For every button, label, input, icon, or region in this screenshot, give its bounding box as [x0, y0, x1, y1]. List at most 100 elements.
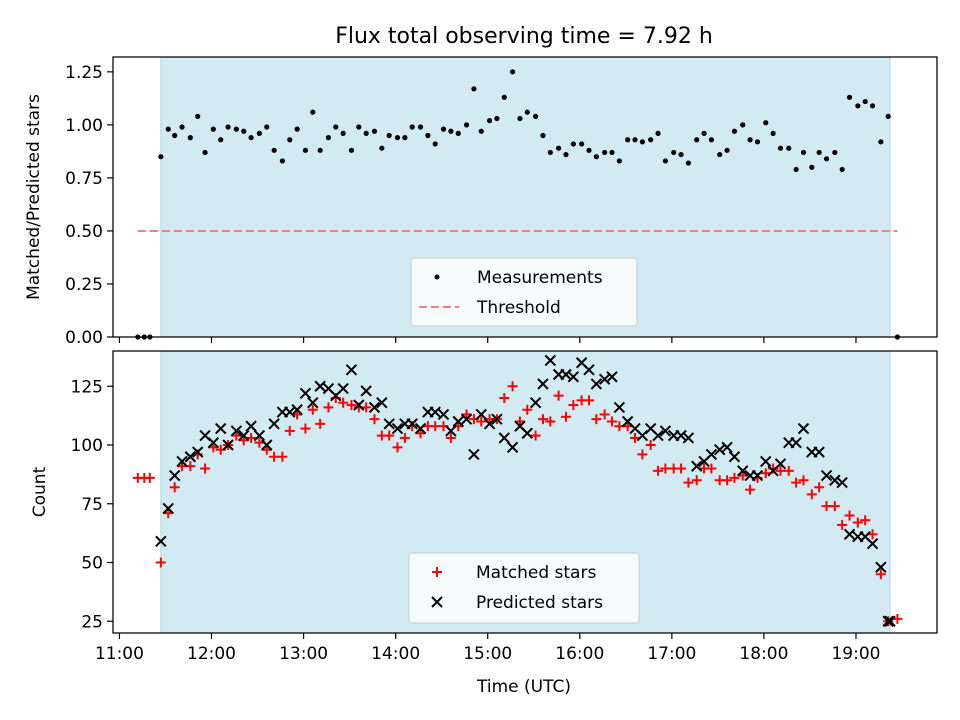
predicted-star-point [307, 396, 319, 409]
measurement-point [302, 147, 309, 153]
legend-predicted-label: Predicted stars [476, 593, 603, 613]
predicted-star-point [737, 465, 749, 477]
measurement-point [878, 139, 884, 145]
predicted-star-point [437, 408, 450, 421]
bottom-legend: Matched stars Predicted stars [408, 552, 640, 624]
legend-matched-label: Matched stars [476, 563, 596, 583]
legend-threshold-label: Threshold [476, 298, 561, 318]
measurement-point [809, 164, 815, 170]
matched-star-point [476, 416, 487, 427]
predicted-star-point [751, 469, 764, 482]
predicted-star-point [690, 460, 703, 472]
matched-star-point [599, 409, 610, 420]
matched-star-point [591, 414, 602, 425]
measurement-point [846, 94, 853, 100]
matched-star-point [560, 411, 571, 422]
measurement-point [348, 147, 355, 153]
measurement-point [417, 124, 424, 130]
predicted-star-point [406, 418, 418, 430]
x-tick-label: 19:00 [831, 644, 880, 664]
matched-star-point [783, 465, 794, 476]
matched-star-point [844, 510, 855, 521]
top-legend-box [410, 257, 638, 327]
predicted-star-point [191, 446, 204, 458]
predicted-star-point [253, 429, 266, 442]
predicted-star-point [797, 422, 810, 435]
predicted-star-point [483, 418, 496, 430]
predicted-star-point [583, 364, 595, 376]
measurement-point [747, 137, 753, 143]
measurement-point [172, 132, 178, 139]
measurement-point [556, 145, 562, 151]
measurement-point [701, 130, 707, 136]
predicted-star-point [162, 502, 174, 515]
matched-star-point [745, 484, 756, 495]
predicted-star-point [207, 436, 220, 449]
matched-star-point [307, 404, 318, 415]
predicted-star-point [567, 371, 580, 383]
matched-star-point [338, 397, 349, 408]
bottom-panel-counts: 11:00 12:00 13:00 14:00 15:00 16:00 17:00 18:00… [30, 350, 938, 664]
measurement-point [225, 124, 231, 130]
predicted-star-point [299, 387, 312, 400]
matched-star-point [384, 430, 395, 441]
predicted-star-point [168, 469, 181, 482]
top-legend: Measurements Threshold [410, 257, 638, 327]
measurement-point [671, 149, 677, 156]
legend-predicted-marker [431, 596, 443, 608]
top-y-tick-label: 1.25 [65, 63, 103, 83]
measurement-point [616, 158, 622, 164]
predicted-star-point [222, 439, 234, 451]
matched-star-point [277, 451, 288, 462]
measurement-point [317, 147, 323, 153]
predicted-star-point [506, 441, 519, 454]
predicted-star-point [475, 408, 487, 421]
predicted-star-point [613, 401, 626, 414]
measurement-point [440, 126, 447, 132]
predicted-star-point [176, 455, 188, 468]
measurement-point [662, 158, 669, 164]
bottom-y-tick-label: 75 [81, 495, 103, 515]
measurement-point [394, 135, 401, 141]
measurement-point [210, 126, 216, 132]
measurement-point [256, 130, 262, 136]
x-axis-label: Time (UTC) [476, 677, 571, 697]
matched-star-point [522, 404, 533, 415]
measurement-point [655, 130, 661, 136]
measurement-point [202, 149, 208, 156]
predicted-star-point [391, 422, 404, 435]
predicted-star-point [529, 396, 542, 409]
predicted-star-point [884, 615, 896, 627]
matched-star-point [300, 423, 311, 434]
matched-star-point [155, 557, 166, 568]
predicted-star-point [682, 432, 695, 444]
predicted-star-point [337, 382, 349, 395]
measurement-point [448, 128, 454, 134]
matched-star-point [369, 414, 380, 425]
x-tick-label: 15:00 [463, 644, 512, 664]
matched-star-point [361, 402, 372, 413]
measurement-point [425, 132, 431, 139]
measurement-point [724, 147, 730, 153]
predicted-star-point [261, 439, 273, 451]
predicted-star-point [882, 615, 894, 627]
measurement-point [241, 128, 247, 134]
predicted-star-point [238, 429, 250, 442]
measurement-point [786, 145, 792, 151]
measurement-point [517, 115, 523, 122]
predicted-star-point [544, 354, 557, 367]
measurement-point [494, 115, 500, 122]
measurement-point [471, 86, 477, 92]
matched-star-point [392, 442, 403, 453]
matched-star-point [706, 463, 717, 474]
top-y-tick-label: 1.00 [65, 116, 103, 136]
matched-star-point [867, 529, 878, 540]
measurement-point [279, 158, 286, 164]
measurement-point [632, 137, 638, 143]
top-panel-ratio: 0.00 0.25 0.50 0.75 1.00 1.25 Matched/Predict… [24, 56, 938, 348]
matched-star-point [722, 475, 733, 486]
predicted-star-point [314, 380, 326, 392]
predicted-star-point [268, 418, 280, 430]
legend-matched-marker [432, 567, 442, 577]
matched-star-point [630, 432, 641, 443]
